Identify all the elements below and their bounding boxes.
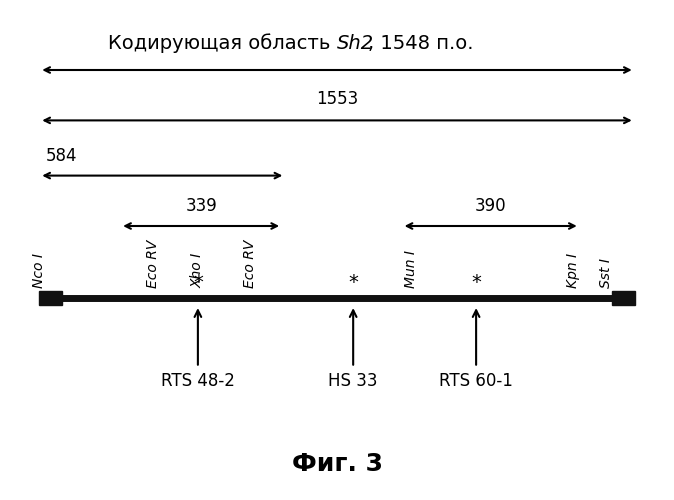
Text: *: * — [193, 273, 203, 292]
Text: Кодирующая область: Кодирующая область — [109, 34, 337, 54]
Text: Kpn I: Kpn I — [566, 254, 580, 288]
Text: Nco I: Nco I — [32, 254, 47, 288]
Text: *: * — [348, 273, 358, 292]
Text: 584: 584 — [46, 147, 78, 165]
Text: Eco RV: Eco RV — [243, 240, 257, 288]
Text: Eco RV: Eco RV — [146, 240, 160, 288]
Text: HS 33: HS 33 — [328, 372, 378, 390]
Text: Sh2: Sh2 — [337, 34, 374, 53]
Text: RTS 60-1: RTS 60-1 — [439, 372, 513, 390]
Text: , 1548 п.о.: , 1548 п.о. — [368, 34, 474, 53]
Text: 1553: 1553 — [316, 90, 358, 108]
Text: 339: 339 — [185, 198, 217, 216]
Text: Xho I: Xho I — [191, 253, 205, 288]
Text: Sst I: Sst I — [599, 258, 613, 288]
Bar — [39, 291, 62, 305]
Text: 390: 390 — [475, 198, 506, 216]
Text: Фиг. 3: Фиг. 3 — [291, 452, 383, 475]
Text: RTS 48-2: RTS 48-2 — [161, 372, 235, 390]
Text: Mun I: Mun I — [404, 250, 419, 288]
Bar — [612, 291, 635, 305]
Text: *: * — [471, 273, 481, 292]
